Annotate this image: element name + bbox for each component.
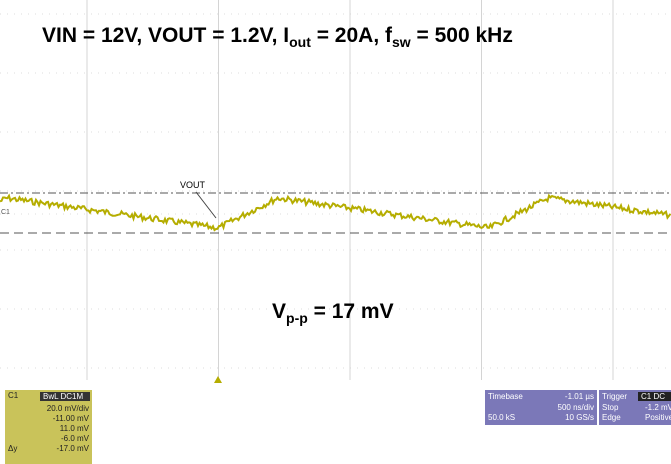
title-text: = 500 kHz bbox=[411, 24, 513, 47]
title-sub: sw bbox=[392, 34, 411, 50]
panel-text: Trigger bbox=[602, 392, 627, 401]
ripple-text: V bbox=[272, 300, 286, 323]
ripple-label: Vp-p = 17 mV bbox=[272, 300, 394, 326]
panel-text: -11.00 mV bbox=[53, 414, 90, 423]
panel-text: Stop bbox=[602, 403, 619, 412]
ripple-text: = 17 mV bbox=[308, 300, 394, 323]
title-text: = 20A, f bbox=[311, 24, 393, 47]
panel-text: -6.0 mV bbox=[61, 434, 90, 443]
panel-text: Edge bbox=[602, 413, 621, 422]
trigger-marker bbox=[214, 376, 222, 383]
panel-text: Positive bbox=[645, 413, 671, 422]
panel-text: 50.0 kS bbox=[488, 413, 515, 422]
panel-text: Timebase bbox=[488, 392, 523, 401]
panel-text: -17.0 mV bbox=[57, 444, 90, 453]
timebase-panel bbox=[485, 390, 597, 425]
panel-text: C1 DC bbox=[641, 392, 665, 401]
coupling-box bbox=[40, 392, 90, 401]
panel-text: 20.0 mV/div bbox=[47, 404, 89, 413]
ripple-sub: p-p bbox=[286, 310, 308, 326]
title-sub: out bbox=[289, 34, 311, 50]
channel-label: C1 bbox=[1, 209, 10, 216]
panel-text: BwL DC1M bbox=[43, 392, 83, 401]
panel-text: 10 GS/s bbox=[565, 413, 594, 422]
grid bbox=[0, 0, 671, 380]
source-box bbox=[638, 392, 671, 401]
panel-text: 500 ns/div bbox=[558, 403, 594, 412]
panel-text: -1.01 µs bbox=[565, 392, 594, 401]
panel-text: -1.2 mV bbox=[645, 403, 671, 412]
title: VIN = 12V, VOUT = 1.2V, Iout = 20A, fsw … bbox=[42, 24, 513, 50]
panel-text: Δy bbox=[8, 444, 17, 453]
title-text: VIN = 12V, VOUT = 1.2V, I bbox=[42, 24, 289, 47]
panel-text: 11.0 mV bbox=[60, 424, 90, 433]
panel-text: C1 bbox=[8, 391, 19, 400]
channel-panel bbox=[5, 390, 92, 464]
marker-pointer bbox=[195, 191, 217, 219]
waveform bbox=[0, 193, 671, 232]
marker-label: VOUT bbox=[180, 180, 206, 190]
